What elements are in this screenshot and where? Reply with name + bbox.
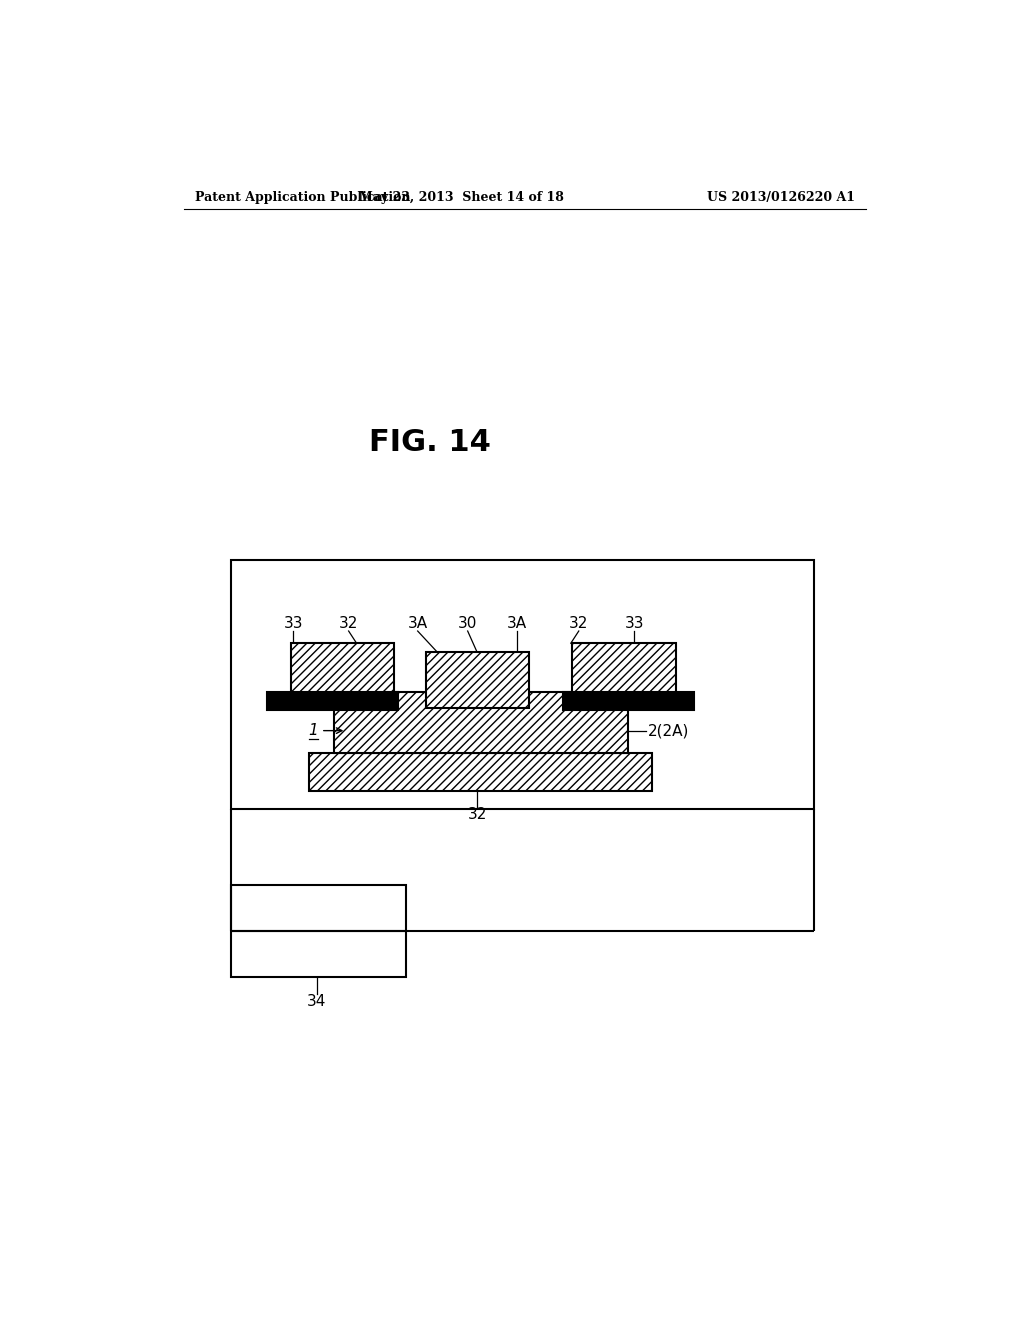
Bar: [572, 643, 676, 692]
Bar: [231, 560, 814, 809]
Bar: [231, 886, 406, 977]
Text: 32: 32: [339, 616, 358, 631]
Bar: [267, 692, 397, 710]
Bar: [563, 692, 694, 710]
Text: 32: 32: [468, 807, 486, 822]
Text: 32: 32: [569, 616, 589, 631]
Text: 2(2A): 2(2A): [648, 723, 689, 738]
Text: 33: 33: [284, 616, 303, 631]
Bar: [291, 643, 394, 692]
Text: 30: 30: [458, 616, 477, 631]
Text: 33: 33: [625, 616, 644, 631]
Text: 3A: 3A: [507, 616, 527, 631]
Text: FIG. 14: FIG. 14: [369, 429, 490, 458]
Text: 1: 1: [308, 723, 318, 738]
Bar: [334, 692, 628, 752]
Text: Patent Application Publication: Patent Application Publication: [196, 190, 411, 203]
Text: 3A: 3A: [408, 616, 428, 631]
Text: May 23, 2013  Sheet 14 of 18: May 23, 2013 Sheet 14 of 18: [358, 190, 564, 203]
Text: US 2013/0126220 A1: US 2013/0126220 A1: [708, 190, 855, 203]
Text: 34: 34: [307, 994, 327, 1008]
Bar: [426, 652, 528, 709]
Bar: [309, 752, 652, 791]
